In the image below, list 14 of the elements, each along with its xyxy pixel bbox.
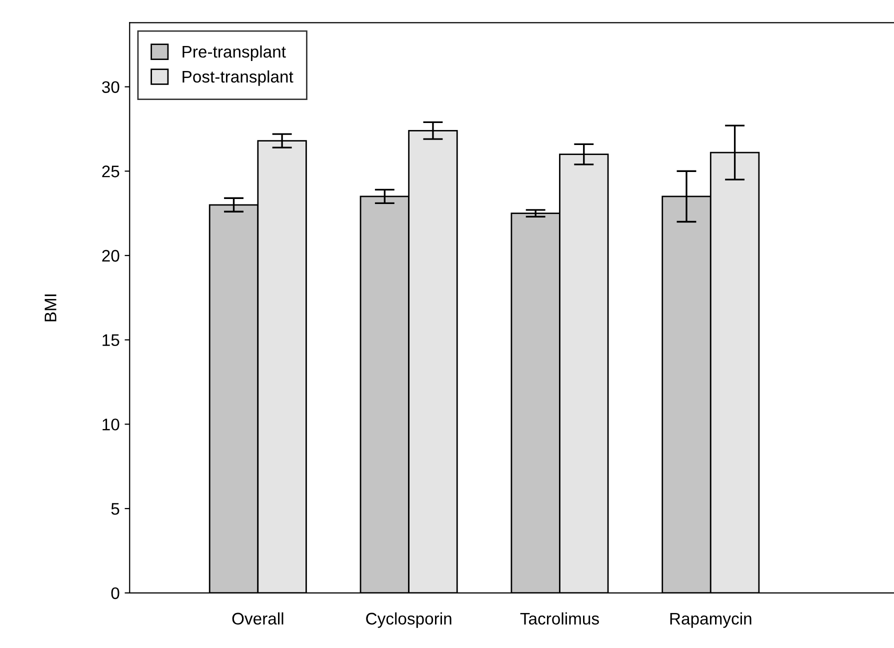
x-tick-label: Cyclosporin [366, 612, 452, 628]
y-tick-label: 30 [102, 81, 120, 93]
y-axis-title: BMI [44, 294, 56, 322]
y-tick-label: 20 [102, 250, 120, 262]
y-tick-label: 25 [102, 166, 120, 178]
x-tick-label: Rapamycin [670, 612, 752, 628]
x-tick-label: Overall [232, 612, 284, 625]
legend-label: Post-transplant [182, 70, 294, 86]
y-tick-label: 0 [111, 587, 120, 600]
legend-label: Pre-transplant [182, 45, 286, 61]
y-tick-label: 5 [111, 503, 120, 515]
y-tick-label: 10 [102, 418, 120, 430]
x-tick-label: Tacrolimus [520, 612, 599, 625]
y-tick-label: 15 [102, 334, 120, 346]
